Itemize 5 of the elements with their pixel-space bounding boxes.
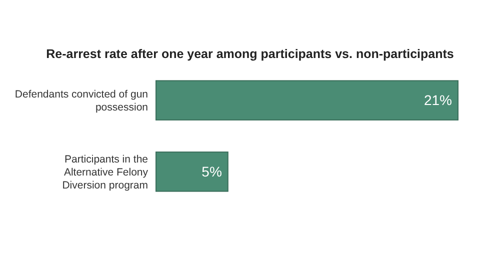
y-tick-label: Defendants convicted of gun possession	[14, 88, 148, 114]
data-label: 21%	[424, 92, 452, 108]
data-label: 5%	[202, 164, 222, 180]
y-tick-label: Participants in the Alternative Felony Diversion program	[62, 153, 149, 192]
chart-title: Re-arrest rate after one year among participants vs. non-participants	[46, 47, 454, 61]
